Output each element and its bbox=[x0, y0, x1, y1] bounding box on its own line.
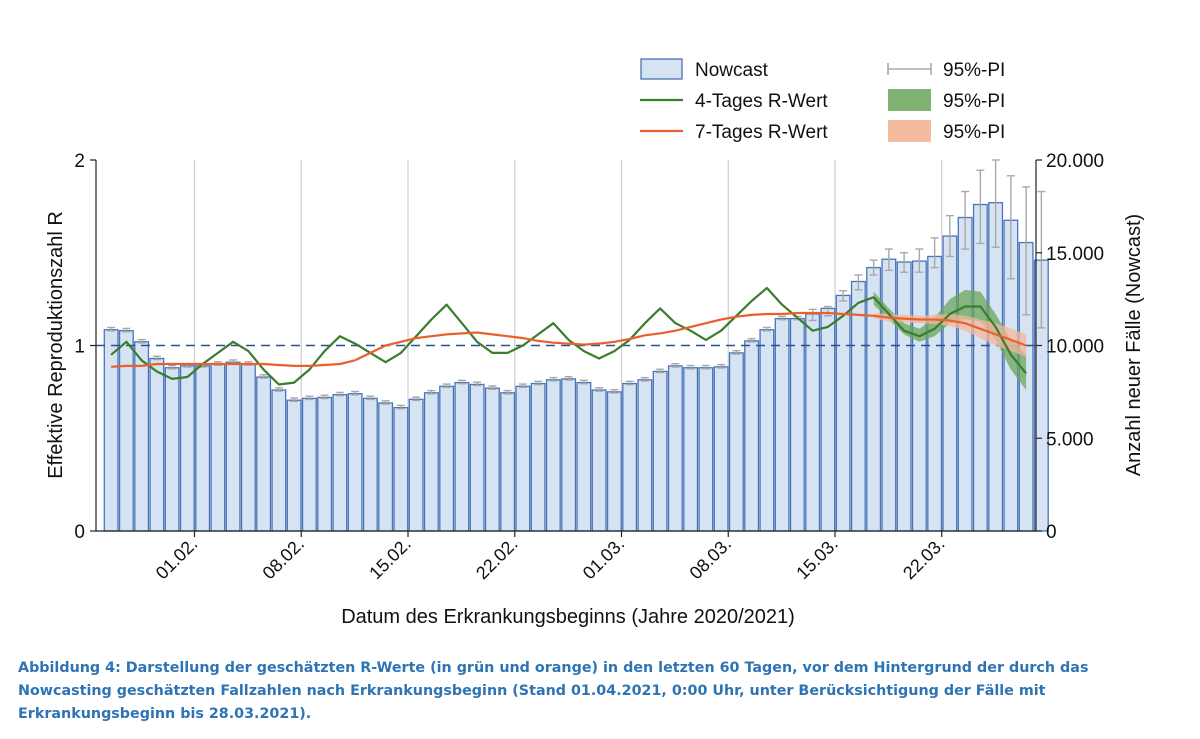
nowcast-bar-34 bbox=[622, 382, 638, 532]
nowcast-bar-42 bbox=[744, 340, 760, 532]
nowcast-bar-51 bbox=[881, 258, 897, 532]
right-tick-label-2: 10.000 bbox=[1046, 337, 1104, 358]
nowcast-bar-9 bbox=[240, 363, 256, 532]
nowcast-bar-27 bbox=[515, 385, 531, 532]
nowcast-bar-1 bbox=[118, 330, 134, 532]
nowcast-bar-28 bbox=[530, 382, 546, 532]
left-tick-label-2: 2 bbox=[74, 151, 85, 172]
nowcast-bar-48 bbox=[835, 294, 851, 532]
legend-label-4-tages: 4-Tages R-Wert bbox=[695, 91, 828, 112]
nowcast-bar-39 bbox=[698, 367, 714, 532]
x-tick-label-4: 01.03. bbox=[579, 534, 629, 584]
nowcast-bar-58 bbox=[988, 202, 1004, 532]
nowcast-bar-21 bbox=[423, 392, 439, 532]
right-tick-label-1: 5.000 bbox=[1046, 429, 1094, 450]
legend-label-7-tages: 7-Tages R-Wert bbox=[695, 122, 828, 143]
nowcast-bar-56 bbox=[957, 216, 973, 532]
nowcast-bar-40 bbox=[713, 366, 729, 532]
nowcast-bar-7 bbox=[210, 363, 226, 532]
x-tick-label-2: 15.02. bbox=[365, 534, 415, 584]
nowcast-bar-20 bbox=[408, 398, 424, 532]
nowcast-bar-31 bbox=[576, 381, 592, 532]
nowcast-bar-57 bbox=[972, 203, 988, 532]
legend-swatch-pi-orange bbox=[888, 120, 931, 142]
nowcast-bar-15 bbox=[332, 394, 348, 532]
nowcast-bar-47 bbox=[820, 307, 836, 532]
legend-label-nowcast: Nowcast bbox=[695, 60, 769, 81]
left-tick-label-1: 1 bbox=[74, 337, 85, 358]
nowcast-bar-45 bbox=[789, 317, 805, 532]
nowcast-bar-18 bbox=[378, 402, 394, 532]
nowcast-bar-29 bbox=[545, 379, 561, 532]
nowcast-bar-43 bbox=[759, 329, 775, 532]
legend-swatch-pi-green bbox=[888, 89, 931, 111]
r-line-4-tages bbox=[110, 286, 1027, 386]
nowcast-bar-38 bbox=[683, 367, 699, 532]
nowcast-bar-10 bbox=[256, 376, 272, 532]
nowcast-bar-36 bbox=[652, 370, 668, 532]
nowcast-bar-11 bbox=[271, 389, 287, 532]
nowcast-bar-41 bbox=[728, 352, 744, 532]
nowcast-bar-0 bbox=[103, 329, 119, 532]
legend-label-pi-orange: 95%-PI bbox=[943, 122, 1005, 143]
right-tick-label-3: 15.000 bbox=[1046, 244, 1104, 265]
nowcast-bar-25 bbox=[484, 387, 500, 532]
x-tick-label-5: 08.03. bbox=[686, 534, 736, 584]
nowcast-bar-24 bbox=[469, 383, 485, 532]
nowcast-bar-26 bbox=[500, 392, 516, 532]
x-tick-label-3: 22.02. bbox=[472, 534, 522, 584]
nowcast-bar-19 bbox=[393, 406, 409, 532]
nowcast-bar-17 bbox=[362, 397, 378, 532]
x-tick-label-0: 01.02. bbox=[152, 534, 202, 584]
nowcast-bar-30 bbox=[561, 378, 577, 532]
legend-swatch-nowcast bbox=[640, 58, 683, 80]
x-axis-title: Datum des Erkrankungsbeginns (Jahre 2020… bbox=[341, 606, 795, 628]
x-tick-label-1: 08.02. bbox=[259, 534, 309, 584]
nowcast-bar-37 bbox=[667, 365, 683, 532]
figure-caption: Abbildung 4: Darstellung der geschätzten… bbox=[18, 660, 1089, 722]
left-axis-title: Effektive Reproduktionszahl R bbox=[45, 211, 67, 479]
nowcast-bar-14 bbox=[317, 396, 333, 532]
nowcast-bar-32 bbox=[591, 389, 607, 532]
legend-label-pi-errorbar: 95%-PI bbox=[943, 60, 1005, 81]
nowcast-bar-49 bbox=[850, 280, 866, 532]
nowcast-bar-13 bbox=[301, 397, 317, 532]
right-tick-label-0: 0 bbox=[1046, 522, 1057, 543]
nowcast-bar-55 bbox=[942, 235, 958, 532]
nowcast-bar-53 bbox=[911, 260, 927, 532]
nowcast-bar-46 bbox=[805, 313, 821, 532]
x-tick-label-6: 15.03. bbox=[792, 534, 842, 584]
nowcast-bar-3 bbox=[149, 357, 165, 532]
nowcast-bar-52 bbox=[896, 261, 912, 532]
left-tick-label-0: 0 bbox=[74, 522, 85, 543]
nowcast-bar-35 bbox=[637, 379, 653, 532]
right-tick-label-4: 20.000 bbox=[1046, 151, 1104, 172]
nowcast-bar-12 bbox=[286, 399, 302, 532]
nowcast-bar-8 bbox=[225, 361, 241, 532]
pi-band-7-tages bbox=[873, 313, 1027, 357]
x-tick-label-7: 22.03. bbox=[899, 534, 949, 584]
nowcast-bar-6 bbox=[195, 365, 211, 532]
nowcast-bar-16 bbox=[347, 393, 363, 532]
right-axis-title: Anzahl neuer Fälle (Nowcast) bbox=[1123, 214, 1145, 476]
nowcast-bar-2 bbox=[134, 341, 150, 532]
chart: 0 1 2 0 5.000 10.000 15.000 20.000 01.02. 08.02. 1… bbox=[45, 58, 1145, 628]
r-line-7-tages bbox=[111, 311, 1027, 368]
nowcast-bar-4 bbox=[164, 367, 180, 532]
legend-label-pi-green: 95%-PI bbox=[943, 91, 1005, 112]
nowcast-bar-23 bbox=[454, 381, 470, 532]
nowcast-bar-5 bbox=[179, 365, 195, 532]
nowcast-bar-33 bbox=[606, 391, 622, 532]
nowcast-bar-54 bbox=[927, 255, 943, 532]
nowcast-bar-44 bbox=[774, 317, 790, 532]
nowcast-bar-22 bbox=[439, 385, 455, 532]
